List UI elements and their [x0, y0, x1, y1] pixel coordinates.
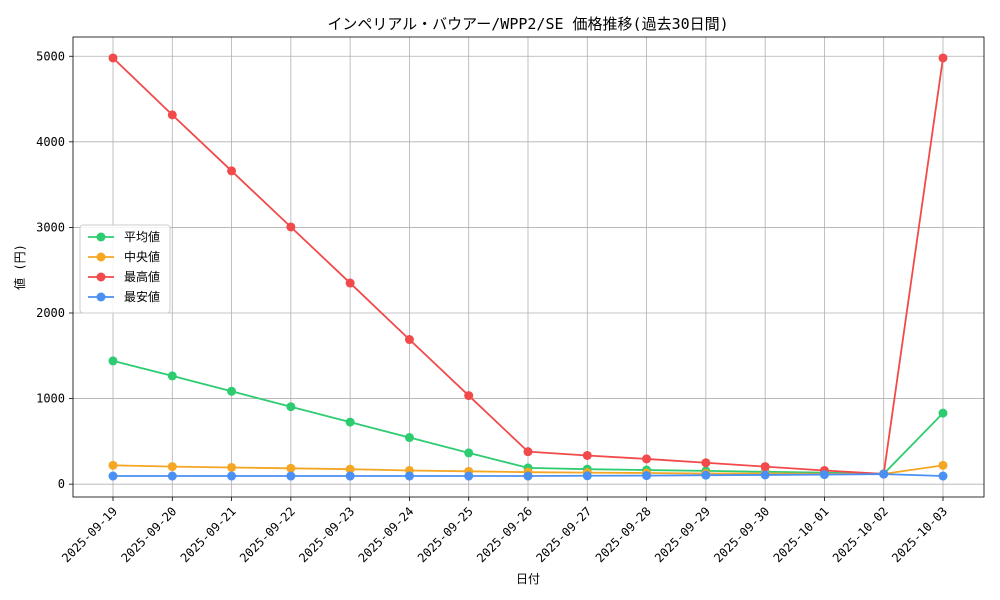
data-point [167, 110, 177, 120]
legend-label: 中央値 [124, 249, 160, 264]
data-point [938, 408, 948, 418]
data-point [227, 386, 237, 396]
data-point [642, 471, 652, 481]
data-point [345, 464, 355, 474]
data-point [345, 471, 355, 481]
series-2 [108, 53, 948, 479]
data-point [227, 471, 237, 481]
data-point [227, 166, 237, 176]
data-point [523, 447, 533, 457]
legend-marker [96, 272, 106, 282]
y-tick-label: 4000 [36, 135, 65, 149]
y-tick-label: 2000 [36, 306, 65, 320]
data-point [167, 471, 177, 481]
data-point [464, 448, 474, 458]
y-tick-label: 1000 [36, 392, 65, 406]
legend-item: 最安値 [88, 289, 160, 304]
series-layer [108, 53, 948, 481]
data-point [760, 462, 770, 472]
y-tick-label: 5000 [36, 49, 65, 63]
data-point [404, 471, 414, 481]
data-point [642, 454, 652, 464]
data-point [345, 278, 355, 288]
data-point [167, 462, 177, 472]
legend-item: 中央値 [88, 249, 160, 264]
data-point [108, 471, 118, 481]
data-point [227, 462, 237, 472]
legend-box [79, 224, 171, 314]
data-point [760, 470, 770, 480]
legend-label: 平均値 [124, 229, 160, 244]
data-point [286, 402, 296, 412]
x-axis-label: 日付 [516, 572, 540, 586]
data-point [464, 471, 474, 481]
legend-marker [96, 232, 106, 242]
chart-title: インペリアル・バウアー/WPP2/SE 価格推移(過去30日間) [327, 15, 728, 33]
data-point [404, 335, 414, 345]
data-point [938, 471, 948, 481]
data-point [404, 433, 414, 443]
legend-marker [96, 252, 106, 262]
y-tick-label: 3000 [36, 220, 65, 234]
data-point [108, 356, 118, 366]
data-point [167, 371, 177, 381]
data-point [879, 469, 889, 479]
data-point [464, 391, 474, 401]
y-tick-label: 0 [58, 477, 65, 491]
data-point [701, 470, 711, 480]
data-point [819, 470, 829, 480]
data-point [938, 53, 948, 63]
data-point [108, 460, 118, 470]
data-point [582, 471, 592, 481]
data-point [523, 471, 533, 481]
data-point [345, 417, 355, 427]
plot-frame [72, 36, 985, 498]
data-point [286, 463, 296, 473]
series-3 [108, 469, 948, 481]
legend-item: 平均値 [88, 229, 160, 244]
data-point [286, 471, 296, 481]
legend-item: 最高値 [88, 269, 160, 284]
data-point [108, 53, 118, 63]
data-point [701, 458, 711, 468]
data-point [286, 222, 296, 232]
grid-layer [73, 37, 984, 497]
legend-marker [96, 292, 106, 302]
legend-label: 最安値 [124, 289, 160, 304]
data-point [938, 460, 948, 470]
y-axis-label: 値 (円) [12, 244, 27, 290]
legend-label: 最高値 [124, 269, 160, 284]
data-point [582, 450, 592, 460]
